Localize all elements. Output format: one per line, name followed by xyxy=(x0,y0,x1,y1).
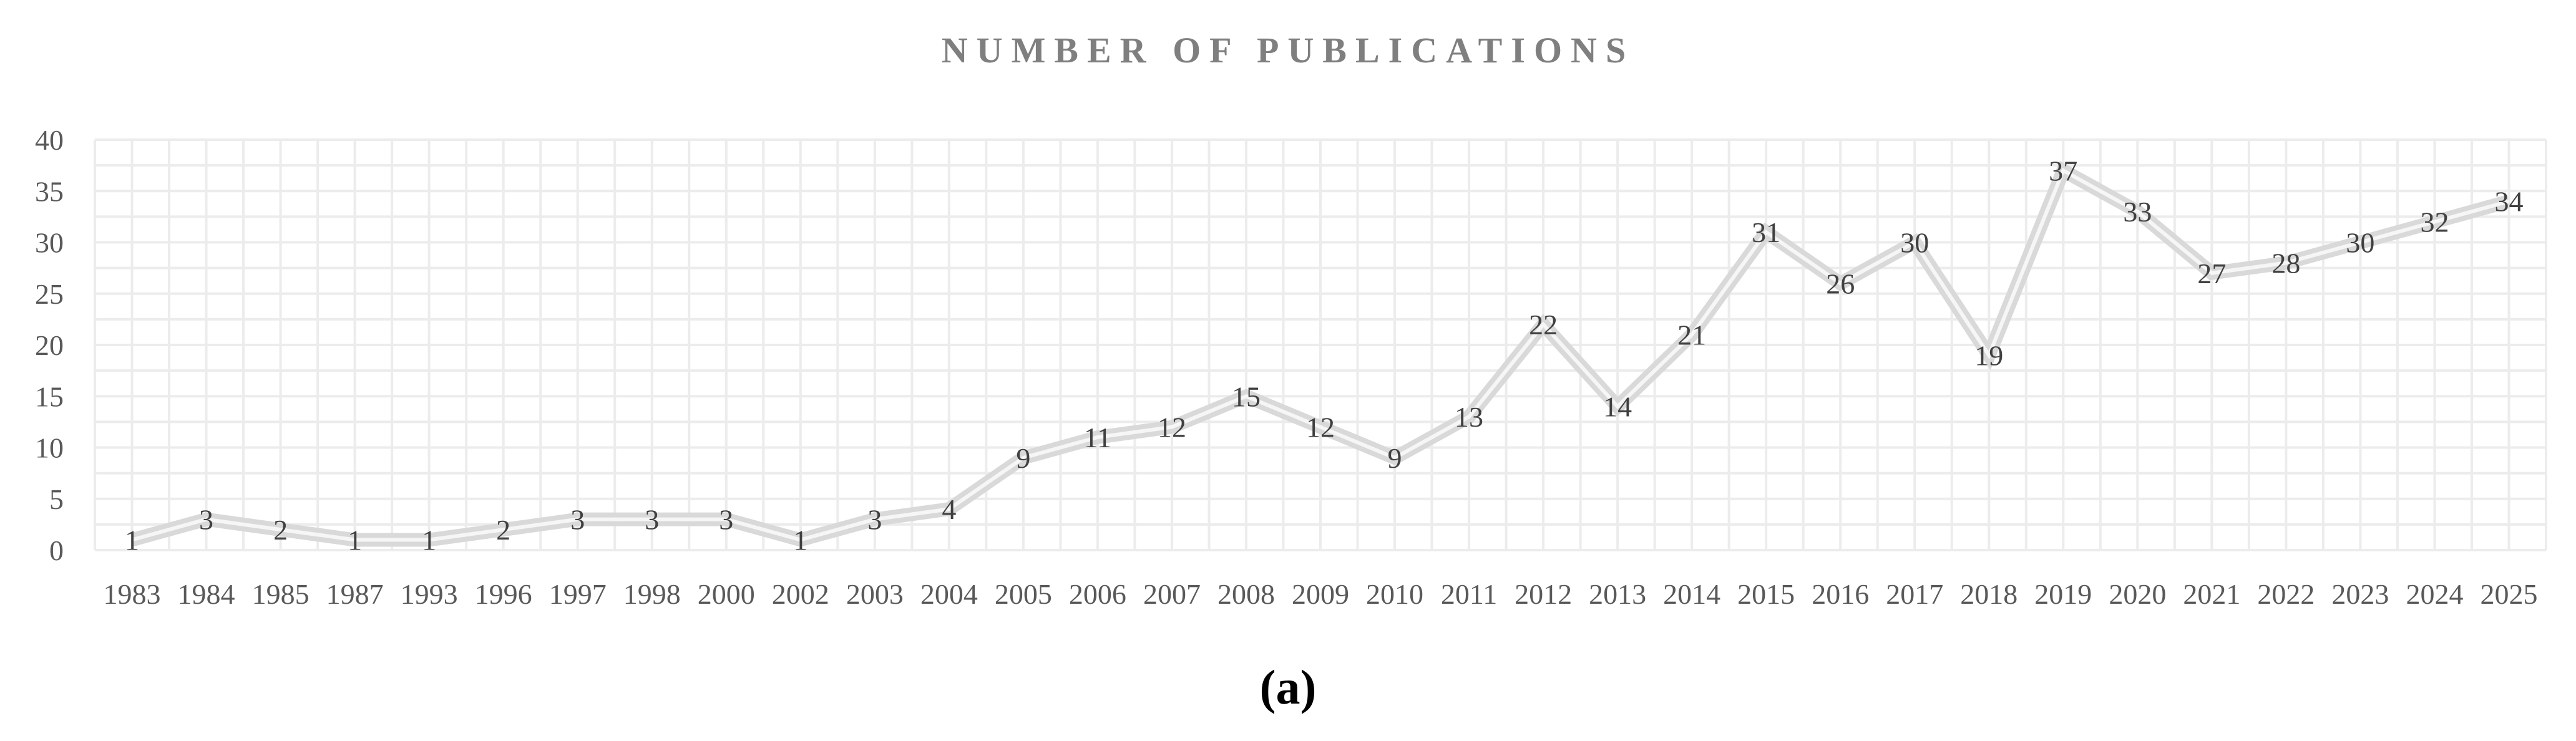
y-tick-label: 15 xyxy=(35,380,64,412)
x-tick-label: 2017 xyxy=(1886,578,1943,610)
x-tick-label: 2005 xyxy=(995,578,1052,610)
data-label: 3 xyxy=(719,504,733,536)
x-tick-label: 1997 xyxy=(549,578,607,610)
data-label: 1 xyxy=(348,525,362,556)
x-tick-label: 2011 xyxy=(1441,578,1497,610)
series-line-inner xyxy=(131,168,2510,542)
x-tick-label: 1984 xyxy=(178,578,235,610)
data-label: 22 xyxy=(1529,309,1558,341)
x-tick-label: 2013 xyxy=(1589,578,1646,610)
x-tick-label: 1987 xyxy=(326,578,384,610)
line-layer xyxy=(130,160,2511,547)
data-label: 4 xyxy=(942,493,956,525)
x-tick-label: 2020 xyxy=(2109,578,2166,610)
x-tick-label: 2014 xyxy=(1663,578,1720,610)
y-tick-label: 30 xyxy=(35,227,64,259)
data-label: 3 xyxy=(867,504,882,536)
x-tick-label: 2007 xyxy=(1143,578,1201,610)
y-tick-label: 40 xyxy=(35,124,64,156)
data-label: 1 xyxy=(422,525,436,556)
data-label: 12 xyxy=(1306,412,1335,443)
data-label: 30 xyxy=(2346,227,2374,259)
data-label: 3 xyxy=(645,504,659,536)
data-label: 33 xyxy=(2123,196,2152,228)
data-label: 21 xyxy=(1677,319,1706,351)
grid-layer xyxy=(94,138,2547,551)
data-label: 9 xyxy=(1016,442,1030,474)
y-tick-label: 20 xyxy=(35,329,64,361)
x-tick-label: 2010 xyxy=(1366,578,1423,610)
data-label: 3 xyxy=(570,504,585,536)
x-tick-label: 1993 xyxy=(401,578,458,610)
data-label: 2 xyxy=(496,514,510,546)
y-tick-label: 0 xyxy=(49,535,64,566)
x-tick-label: 2000 xyxy=(698,578,755,610)
x-tick-label: 2022 xyxy=(2257,578,2315,610)
x-tick-label: 1998 xyxy=(623,578,681,610)
x-tick-label: 1985 xyxy=(252,578,310,610)
data-label: 3 xyxy=(199,504,213,536)
x-tick-label: 1996 xyxy=(475,578,532,610)
data-label: 2 xyxy=(273,514,288,546)
y-tick-label: 35 xyxy=(35,175,64,207)
data-label: 26 xyxy=(1826,268,1855,299)
data-label: 32 xyxy=(2420,206,2449,238)
figure-caption: (a) xyxy=(1260,660,1317,714)
x-tick-label: 2009 xyxy=(1292,578,1349,610)
x-tick-label: 2015 xyxy=(1737,578,1795,610)
x-tick-label: 2002 xyxy=(772,578,829,610)
x-tick-label: 2012 xyxy=(1515,578,1572,610)
x-tick-label: 2024 xyxy=(2406,578,2463,610)
chart-title: NUMBER OF PUBLICATIONS xyxy=(942,30,1634,70)
x-tick-label: 2021 xyxy=(2183,578,2240,610)
x-tick-label: 2003 xyxy=(846,578,904,610)
data-label: 1 xyxy=(125,525,139,556)
data-label: 13 xyxy=(1455,401,1483,433)
y-tick-label: 25 xyxy=(35,278,64,310)
data-label: 31 xyxy=(1752,216,1780,248)
x-tick-label: 2006 xyxy=(1069,578,1126,610)
data-label: 28 xyxy=(2271,247,2300,279)
y-tick-label: 10 xyxy=(35,432,64,464)
x-tick-label: 2016 xyxy=(1812,578,1869,610)
x-tick-label: 2023 xyxy=(2331,578,2389,610)
x-tick-label: 2019 xyxy=(2034,578,2092,610)
x-tick-label: 2018 xyxy=(1960,578,2017,610)
data-label: 11 xyxy=(1084,422,1111,453)
data-label: 34 xyxy=(2494,186,2523,218)
x-tick-label: 2025 xyxy=(2480,578,2537,610)
x-axis-ticks: 1983 1984 1985 1987 1993 1996 1997 1998 2000 2002… xyxy=(104,578,2538,610)
data-label: 15 xyxy=(1232,380,1261,412)
data-label: 1 xyxy=(793,525,807,556)
y-axis-ticks: 0 5 10 15 20 25 30 35 40 xyxy=(35,124,64,566)
x-tick-label: 2008 xyxy=(1217,578,1275,610)
data-label: 27 xyxy=(2197,258,2226,289)
data-label: 37 xyxy=(2049,155,2077,186)
data-label: 30 xyxy=(1900,227,1929,259)
data-label: 19 xyxy=(1974,339,2003,371)
y-tick-label: 5 xyxy=(49,483,64,515)
data-label: 14 xyxy=(1603,391,1632,423)
x-tick-label: 1983 xyxy=(104,578,161,610)
data-label: 12 xyxy=(1158,412,1186,443)
data-label: 9 xyxy=(1388,442,1402,474)
x-tick-label: 2004 xyxy=(920,578,978,610)
